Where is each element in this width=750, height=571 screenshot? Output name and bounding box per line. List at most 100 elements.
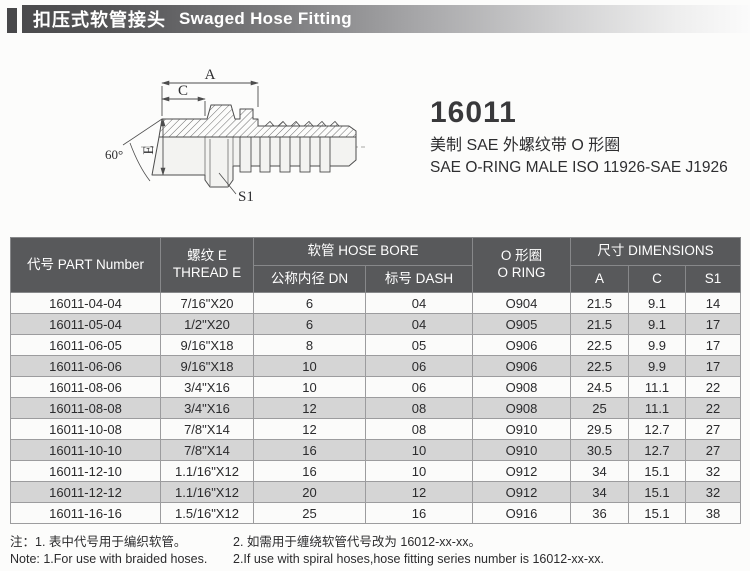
product-model: 16011 [430, 96, 517, 129]
table-row: 16011-12-10 1.1/16"X12 16 10 O912 34 15.1 32 [10, 460, 742, 482]
table-cell: 29.5 [570, 418, 629, 440]
table-cell: 16011-06-06 [10, 355, 161, 377]
table-cell: 34 [570, 481, 629, 503]
table-cell: O908 [472, 376, 571, 398]
page-title-en: Swaged Hose Fitting [179, 9, 352, 28]
barb-rings [239, 136, 331, 173]
col-oring-zh: O 形圈 [500, 248, 543, 264]
col-group-dimensions: 尺寸 DIMENSIONS [569, 237, 742, 266]
table-cell: 34 [570, 460, 629, 482]
table-cell: O912 [472, 481, 571, 503]
table-cell: 3/4"X16 [160, 397, 254, 419]
table-cell: 10 [365, 460, 473, 482]
table-row: 16011-05-04 1/2"X20 6 04 O905 21.5 9.1 17 [10, 313, 742, 335]
table-cell: 7/16"X20 [160, 292, 254, 314]
footer-notes: 注：1. 表中代号用于编织软管。 2. 如需用于缠绕软管代号改为 16012-x… [10, 534, 742, 567]
dim-e-label: E [141, 145, 157, 154]
product-desc-zh: 美制 SAE 外螺纹带 O 形圈 [430, 137, 621, 154]
table-cell: 16011-08-06 [10, 376, 161, 398]
page-title-zh: 扣压式软管接头 [33, 10, 166, 30]
table-cell: 16 [253, 439, 366, 461]
table-cell: 08 [365, 418, 473, 440]
table-cell: 16011-12-10 [10, 460, 161, 482]
table-cell: 9/16"X18 [160, 355, 254, 377]
col-dim-s1: S1 [684, 265, 742, 293]
table-cell: 15.1 [628, 460, 686, 482]
product-desc-en: SAE O-RING MALE ISO 11926-SAE J1926 [430, 159, 728, 176]
table-cell: 16011-06-05 [10, 334, 161, 356]
table-cell: 11.1 [628, 397, 686, 419]
table-row: 16011-08-06 3/4"X16 10 06 O908 24.5 11.1 22 [10, 376, 742, 398]
table-row: 16011-06-05 9/16"X18 8 05 O906 22.5 9.9 17 [10, 334, 742, 356]
table-cell: 30.5 [570, 439, 629, 461]
table-row: 16011-10-08 7/8"X14 12 08 O910 29.5 12.7 27 [10, 418, 742, 440]
table-cell: 04 [365, 292, 473, 314]
table-cell: 25 [570, 397, 629, 419]
table-cell: O912 [472, 460, 571, 482]
header-accent-block [7, 8, 17, 33]
table-cell: 06 [365, 355, 473, 377]
table-cell: O906 [472, 334, 571, 356]
table-cell: 3/4"X16 [160, 376, 254, 398]
table-cell: 1/2"X20 [160, 313, 254, 335]
table-cell: 38 [684, 502, 742, 524]
dim-s1-label: S1 [238, 189, 254, 205]
table-cell: 22 [684, 376, 742, 398]
table-cell: 10 [253, 355, 366, 377]
table-cell: 16011-10-08 [10, 418, 161, 440]
table-cell: O904 [472, 292, 571, 314]
table-cell: 8 [253, 334, 366, 356]
table-row: 16011-16-16 1.5/16"X12 25 16 O916 36 15.1 38 [10, 502, 742, 524]
s1-leader [218, 172, 237, 195]
table-cell: 24.5 [570, 376, 629, 398]
table-row: 16011-12-12 1.1/16"X12 20 12 O912 34 15.1 32 [10, 481, 742, 503]
table-cell: 17 [684, 313, 742, 335]
spec-table: 代号 PART Number 螺纹 E THREAD E 软管 HOSE BOR… [10, 237, 742, 524]
table-row: 16011-10-10 7/8"X14 16 10 O910 30.5 12.7 27 [10, 439, 742, 461]
table-cell: O908 [472, 397, 571, 419]
dim-a-label: A [205, 67, 216, 83]
table-cell: 12.7 [628, 439, 686, 461]
angle-arc [129, 142, 151, 182]
table-cell: 22.5 [570, 355, 629, 377]
table-cell: 1.5/16"X12 [160, 502, 254, 524]
angle-label: 60° [105, 147, 123, 162]
table-cell: 11.1 [628, 376, 686, 398]
table-cell: 16 [365, 502, 473, 524]
table-cell: 21.5 [570, 313, 629, 335]
table-cell: 17 [684, 334, 742, 356]
table-cell: 05 [365, 334, 473, 356]
table-cell: 16 [253, 460, 366, 482]
table-cell: 14 [684, 292, 742, 314]
table-cell: 25 [253, 502, 366, 524]
table-cell: 12.7 [628, 418, 686, 440]
col-group-hose-bore: 软管 HOSE BORE [253, 237, 473, 266]
hex-facet-lines [204, 137, 234, 186]
barb-teeth [263, 120, 340, 127]
table-cell: 9.9 [628, 355, 686, 377]
product-info: 16011 美制 SAE 外螺纹带 O 形圈 SAE O-RING MALE I… [430, 96, 742, 179]
table-cell: 22 [684, 397, 742, 419]
col-thread: 螺纹 E THREAD E [160, 237, 254, 293]
table-cell: 32 [684, 481, 742, 503]
note-en-2: 2.If use with spiral hoses,hose fitting … [233, 551, 605, 566]
table-cell: 9.1 [628, 313, 686, 335]
table-cell: 9.1 [628, 292, 686, 314]
table-cell: O905 [472, 313, 571, 335]
col-thread-en: THREAD E [172, 265, 242, 280]
table-cell: O916 [472, 502, 571, 524]
table-cell: 36 [570, 502, 629, 524]
dim-c-label: C [178, 83, 188, 99]
table-cell: 6 [253, 292, 366, 314]
table-cell: 6 [253, 313, 366, 335]
note-zh-1: 注：1. 表中代号用于编织软管。 [10, 535, 187, 549]
note-en-1: Note: 1.For use with braided hoses. [10, 551, 208, 566]
table-cell: 1.1/16"X12 [160, 481, 254, 503]
table-cell: 9.9 [628, 334, 686, 356]
table-cell: 1.1/16"X12 [160, 460, 254, 482]
col-dash: 标号 DASH [365, 265, 473, 293]
table-row: 16011-04-04 7/16"X20 6 04 O904 21.5 9.1 14 [10, 292, 742, 314]
table-cell: 27 [684, 418, 742, 440]
table-cell: O910 [472, 418, 571, 440]
